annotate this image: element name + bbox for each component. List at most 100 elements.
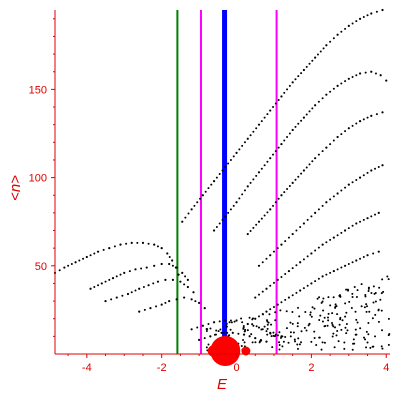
data-point bbox=[374, 335, 377, 338]
data-point bbox=[305, 113, 308, 116]
data-point bbox=[326, 316, 329, 319]
data-point bbox=[351, 181, 354, 184]
data-point bbox=[232, 204, 235, 207]
data-point bbox=[254, 317, 257, 320]
data-point bbox=[248, 335, 251, 338]
data-point bbox=[299, 261, 302, 264]
data-point bbox=[260, 167, 263, 170]
data-point bbox=[351, 224, 354, 227]
data-point bbox=[329, 198, 332, 201]
data-point bbox=[249, 181, 252, 184]
data-point bbox=[327, 296, 330, 299]
data-point bbox=[70, 263, 73, 266]
data-point bbox=[379, 298, 382, 301]
data-point bbox=[331, 312, 334, 315]
data-point bbox=[297, 175, 300, 178]
data-point bbox=[355, 178, 358, 181]
data-point bbox=[203, 307, 206, 310]
data-point bbox=[228, 321, 231, 324]
data-point bbox=[331, 323, 334, 326]
data-point bbox=[370, 12, 373, 15]
data-point bbox=[255, 223, 258, 226]
red-blobs bbox=[207, 336, 251, 366]
data-point bbox=[321, 97, 324, 100]
data-point bbox=[134, 289, 137, 292]
data-point bbox=[293, 338, 296, 341]
data-point bbox=[210, 183, 213, 186]
data-point bbox=[351, 76, 354, 79]
data-point bbox=[123, 271, 126, 274]
data-point bbox=[319, 314, 322, 317]
data-point bbox=[302, 116, 306, 119]
data-point bbox=[287, 236, 290, 239]
data-point bbox=[336, 268, 339, 271]
data-point bbox=[288, 184, 291, 187]
data-point bbox=[310, 215, 313, 218]
data-point bbox=[325, 201, 328, 204]
data-point bbox=[141, 241, 145, 244]
data-point bbox=[367, 286, 370, 289]
data-point bbox=[295, 291, 298, 294]
data-point bbox=[190, 328, 193, 331]
data-point bbox=[263, 325, 266, 328]
y-tick-label: 150 bbox=[29, 84, 47, 96]
data-point bbox=[381, 347, 384, 350]
data-point bbox=[255, 325, 258, 328]
data-point bbox=[377, 320, 380, 323]
data-point bbox=[386, 275, 389, 278]
x-ticks: -4 -2 0 2 4 bbox=[67, 354, 389, 374]
data-point bbox=[351, 292, 354, 295]
data-point bbox=[332, 325, 335, 328]
data-point bbox=[351, 348, 354, 351]
y-tick-label: 100 bbox=[29, 173, 47, 185]
data-point bbox=[110, 298, 113, 301]
data-point bbox=[209, 327, 212, 330]
data-point bbox=[358, 176, 362, 179]
data-point bbox=[375, 10, 378, 13]
data-point bbox=[368, 310, 371, 313]
data-point bbox=[341, 319, 344, 322]
data-point bbox=[336, 313, 339, 316]
data-point bbox=[362, 336, 365, 339]
data-point bbox=[265, 257, 268, 260]
data-point bbox=[58, 269, 61, 272]
data-point bbox=[371, 317, 374, 320]
data-point bbox=[276, 303, 279, 306]
data-point bbox=[102, 248, 105, 251]
data-point bbox=[347, 77, 350, 80]
data-point bbox=[377, 211, 380, 214]
data-point bbox=[338, 294, 341, 297]
data-point bbox=[231, 331, 234, 334]
data-point bbox=[359, 327, 362, 330]
data-point bbox=[370, 292, 373, 295]
data-point bbox=[335, 334, 338, 337]
data-point bbox=[332, 37, 335, 40]
data-point bbox=[322, 47, 325, 50]
data-point bbox=[209, 335, 212, 338]
data-point bbox=[272, 106, 275, 109]
data-point bbox=[192, 291, 195, 294]
data-point bbox=[252, 130, 255, 133]
data-point bbox=[323, 316, 326, 319]
data-point bbox=[97, 284, 100, 287]
data-point bbox=[243, 189, 246, 192]
data-point bbox=[104, 299, 107, 303]
data-point bbox=[93, 285, 96, 288]
data-point bbox=[351, 295, 354, 298]
data-point bbox=[142, 285, 145, 288]
data-point bbox=[130, 291, 133, 294]
data-point bbox=[248, 316, 251, 319]
data-point bbox=[382, 290, 385, 293]
data-point bbox=[332, 139, 335, 142]
data-point bbox=[364, 294, 367, 297]
data-point bbox=[366, 217, 369, 220]
data-point bbox=[280, 275, 283, 278]
data-point bbox=[351, 261, 354, 264]
data-point bbox=[257, 315, 260, 318]
data-point bbox=[306, 255, 309, 258]
data-point bbox=[160, 303, 163, 306]
data-point bbox=[166, 252, 169, 255]
data-point bbox=[254, 296, 257, 299]
data-point bbox=[260, 120, 263, 123]
data-point bbox=[331, 335, 334, 338]
